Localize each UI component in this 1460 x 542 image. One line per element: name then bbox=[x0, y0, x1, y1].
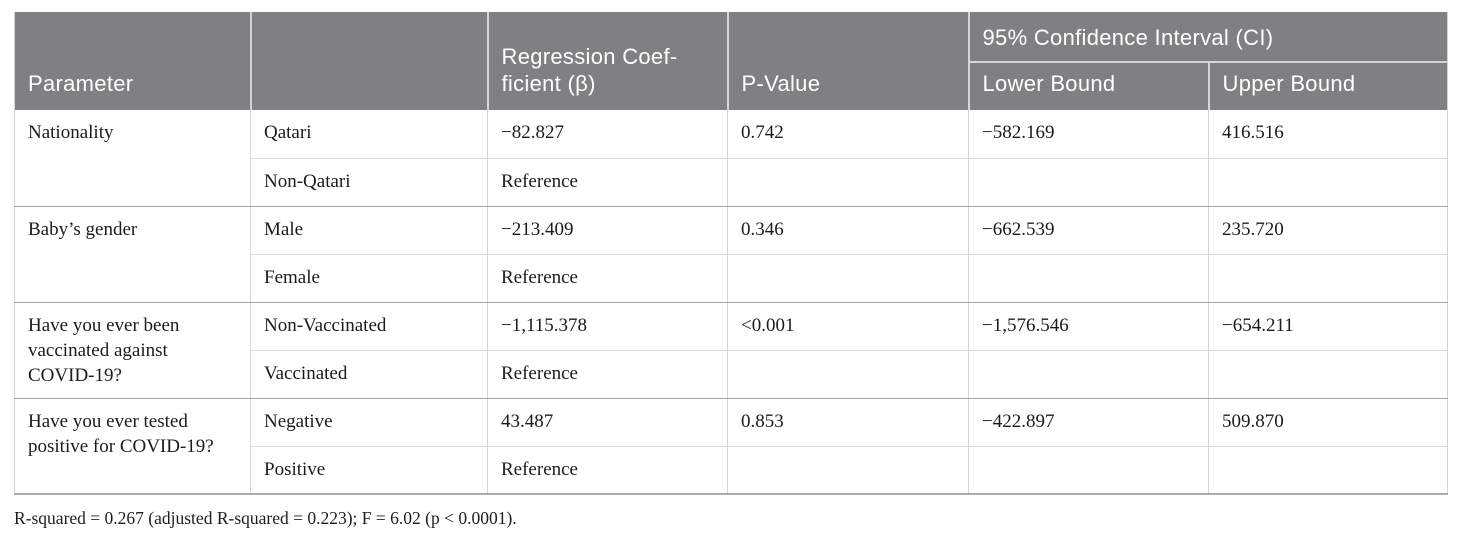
table-row: Positive Reference bbox=[15, 446, 1448, 495]
cell-lower-bound bbox=[968, 350, 1209, 399]
cell-level: Female bbox=[250, 254, 488, 303]
col-header-p-value: P-Value bbox=[726, 12, 969, 110]
cell-level: Vaccinated bbox=[250, 350, 488, 399]
cell-p-value bbox=[727, 446, 969, 495]
cell-upper-bound: 509.870 bbox=[1208, 398, 1448, 447]
group-vaccination-status: Have you ever been vaccinated against CO… bbox=[14, 302, 1448, 399]
cell-p-value: 0.853 bbox=[727, 398, 969, 447]
cell-p-value bbox=[727, 254, 969, 303]
col-header-ci-group: 95% Confidence Interval (CI) bbox=[967, 12, 1448, 63]
cell-parameter: Baby’s gender bbox=[14, 206, 251, 303]
cell-beta: −82.827 bbox=[487, 110, 728, 159]
cell-level: Positive bbox=[250, 446, 488, 495]
regression-results-table: Parameter Regression Coef- ficient (β) P… bbox=[14, 12, 1448, 495]
cell-upper-bound bbox=[1208, 158, 1448, 207]
col-header-upper-bound: Upper Bound bbox=[1207, 62, 1448, 110]
cell-upper-bound bbox=[1208, 350, 1448, 399]
cell-upper-bound: 235.720 bbox=[1208, 206, 1448, 255]
cell-p-value: 0.346 bbox=[727, 206, 969, 255]
cell-beta: −1,115.378 bbox=[487, 302, 728, 351]
table-row: Have you ever tested positive for COVID-… bbox=[14, 398, 1448, 495]
cell-lower-bound bbox=[968, 446, 1209, 495]
cell-upper-bound bbox=[1208, 446, 1448, 495]
table-row: Vaccinated Reference bbox=[15, 350, 1448, 399]
table-footnote: R-squared = 0.267 (adjusted R-squared = … bbox=[14, 508, 517, 528]
cell-p-value bbox=[727, 350, 969, 399]
cell-p-value: <0.001 bbox=[727, 302, 969, 351]
cell-beta: Reference bbox=[487, 446, 728, 495]
cell-lower-bound: −422.897 bbox=[968, 398, 1209, 447]
cell-parameter: Have you ever tested positive for COVID-… bbox=[14, 398, 251, 495]
cell-beta: −213.409 bbox=[487, 206, 728, 255]
table-row: Non-Qatari Reference bbox=[15, 158, 1448, 207]
table-row: Have you ever been vaccinated against CO… bbox=[14, 302, 1448, 399]
cell-lower-bound: −582.169 bbox=[968, 110, 1209, 159]
cell-upper-bound: −654.211 bbox=[1208, 302, 1448, 351]
cell-p-value bbox=[727, 158, 969, 207]
group-tested-positive: Have you ever tested positive for COVID-… bbox=[14, 398, 1448, 495]
group-baby-gender: Baby’s gender Male −213.409 0.346 −662.5… bbox=[14, 206, 1448, 303]
cell-beta: Reference bbox=[487, 254, 728, 303]
table-header: Parameter Regression Coef- ficient (β) P… bbox=[14, 12, 1448, 110]
cell-level: Qatari bbox=[250, 110, 488, 159]
table-row: Female Reference bbox=[15, 254, 1448, 303]
col-header-parameter: Parameter bbox=[14, 12, 251, 110]
cell-upper-bound bbox=[1208, 254, 1448, 303]
cell-p-value: 0.742 bbox=[727, 110, 969, 159]
cell-beta: Reference bbox=[487, 350, 728, 399]
cell-lower-bound: −662.539 bbox=[968, 206, 1209, 255]
col-header-regression-coefficient: Regression Coef- ficient (β) bbox=[486, 12, 728, 110]
cell-beta: Reference bbox=[487, 158, 728, 207]
col-header-level bbox=[249, 12, 488, 110]
table-row: Baby’s gender Male −213.409 0.346 −662.5… bbox=[14, 206, 1448, 303]
group-nationality: Nationality Qatari −82.827 0.742 −582.16… bbox=[14, 110, 1448, 207]
cell-parameter: Nationality bbox=[14, 110, 251, 207]
cell-level: Male bbox=[250, 206, 488, 255]
cell-level: Non-Qatari bbox=[250, 158, 488, 207]
col-header-lower-bound: Lower Bound bbox=[967, 62, 1209, 110]
cell-lower-bound: −1,576.546 bbox=[968, 302, 1209, 351]
cell-parameter: Have you ever been vaccinated against CO… bbox=[14, 302, 251, 399]
cell-upper-bound: 416.516 bbox=[1208, 110, 1448, 159]
cell-beta: 43.487 bbox=[487, 398, 728, 447]
cell-level: Non-Vaccinated bbox=[250, 302, 488, 351]
cell-lower-bound bbox=[968, 254, 1209, 303]
table-row: Nationality Qatari −82.827 0.742 −582.16… bbox=[14, 110, 1448, 207]
cell-level: Negative bbox=[250, 398, 488, 447]
cell-lower-bound bbox=[968, 158, 1209, 207]
